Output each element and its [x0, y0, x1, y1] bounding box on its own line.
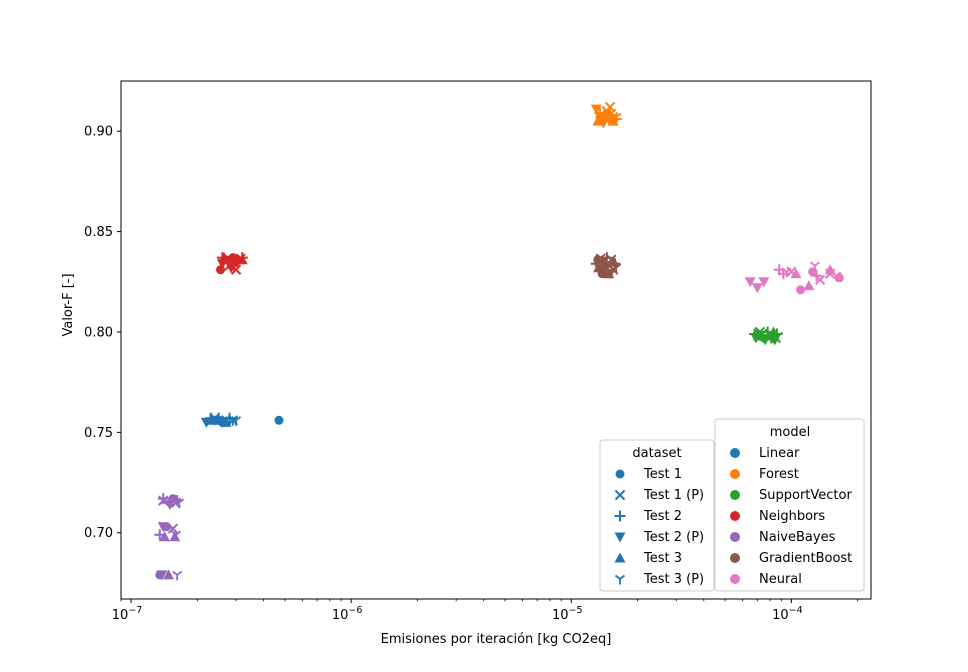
data-point-gradientboost-tri-down — [611, 263, 622, 274]
legend-label: Test 2 (P) — [643, 530, 704, 545]
data-point-supportvector-tri-down — [766, 333, 777, 344]
data-point-neighbors-triangle-up — [236, 254, 248, 265]
data-point-linear-triangle-up — [213, 414, 225, 425]
y-axis-label: Valor-F [-] — [61, 273, 76, 336]
legend-label: Test 1 (P) — [643, 488, 704, 503]
legend-frame — [599, 439, 715, 592]
legends: dataset Test 1 Test 1 (P) Test 2 Test 2 (P) T… — [599, 418, 865, 592]
y-tick-label: 0.85 — [84, 225, 113, 240]
legend-marker-neural — [730, 574, 740, 584]
data-point-neighbors-triangle-up — [218, 252, 230, 263]
data-point-neural-triangle-down — [751, 283, 763, 294]
data-point-neighbors-tri-down — [235, 253, 246, 264]
data-point-neural-circle — [795, 285, 805, 295]
y-tick-label: 0.80 — [84, 325, 113, 340]
data-point-forest-triangle-up — [599, 107, 611, 118]
data-point-naivebayes-triangle-down — [157, 522, 169, 533]
legend-marker-linear — [730, 448, 740, 458]
data-point-neural-triangle-down — [758, 277, 770, 288]
data-point-neural-triangle-down — [744, 277, 756, 288]
legend-label: Test 1 — [643, 467, 682, 482]
legend-label: Linear — [759, 446, 800, 461]
data-points — [154, 101, 844, 581]
data-point-neighbors-tri-down — [231, 257, 242, 268]
legend-label: Test 2 — [643, 509, 682, 524]
y-tick-label: 0.90 — [84, 125, 113, 140]
data-point-naivebayes-tri-down — [173, 498, 184, 509]
data-point-naivebayes-x — [167, 523, 179, 534]
data-point-neural-triangle-up — [803, 280, 815, 291]
y-tick-label: 0.70 — [84, 526, 113, 541]
data-point-naivebayes-triangle-down — [164, 500, 176, 511]
data-point-neural-tri-down — [831, 271, 842, 282]
y-tick-label: 0.75 — [84, 426, 113, 441]
legend-label: Forest — [759, 467, 799, 482]
legend-frame — [714, 418, 865, 592]
legend-marker-neighbors — [730, 511, 740, 521]
data-point-naivebayes-triangle-up — [163, 569, 175, 580]
data-point-neural-triangle-up — [824, 264, 836, 275]
legend-model: model Linear Forest SupportVector Neighbors N… — [714, 418, 865, 592]
data-point-linear-tri-down — [231, 416, 242, 426]
legend-title: dataset — [632, 446, 681, 461]
data-point-naivebayes-triangle-down — [156, 570, 168, 581]
legend-marker-gradientboost — [730, 553, 740, 563]
legend-marker-triangle-up — [614, 552, 626, 563]
data-point-neural-triangle-up — [790, 268, 802, 279]
data-point-supportvector-tri-down — [773, 331, 784, 342]
data-point-naivebayes-triangle-up — [159, 531, 171, 542]
axes: 0.70 0.75 0.80 0.85 0.90 10−7 10−6 10−5 10−4 — [84, 80, 872, 623]
data-point-forest-tri-down — [611, 112, 622, 123]
data-point-linear-tri-down — [217, 416, 228, 426]
data-point-neural-plus — [810, 270, 822, 282]
data-point-neural-tri-down — [781, 267, 792, 278]
x-tick-label: 10−7 — [112, 605, 143, 623]
legend-dataset: dataset Test 1 Test 1 (P) Test 2 Test 2 (P) T… — [599, 439, 715, 592]
data-point-forest-triangle-up — [607, 115, 619, 126]
data-point-forest-tri-down — [606, 108, 617, 119]
plot-frame — [120, 80, 872, 600]
legend-marker-supportvector — [730, 490, 740, 500]
data-point-linear-triangle-up — [205, 414, 217, 425]
legend-label: GradientBoost — [759, 551, 852, 566]
data-point-gradientboost-triangle-up — [593, 262, 605, 273]
data-point-gradientboost-tri-down — [595, 253, 606, 264]
legend-label: SupportVector — [759, 488, 852, 503]
x-axis-label: Emisiones por iteración [kg CO2eq] — [381, 632, 612, 647]
data-point-supportvector-tri-down — [756, 329, 767, 340]
x-tick-label: 10−6 — [332, 605, 363, 623]
legend-marker-plus — [614, 510, 626, 522]
data-point-naivebayes-plus — [157, 493, 169, 505]
data-point-linear-circle — [274, 415, 284, 425]
data-point-forest-triangle-up — [592, 115, 604, 126]
legend-label: NaiveBayes — [759, 530, 836, 545]
data-point-naivebayes-triangle-up — [169, 531, 181, 542]
legend-marker-tri-down — [614, 574, 626, 585]
data-point-naivebayes-tri-down — [170, 530, 182, 541]
data-point-gradientboost-triangle-up — [603, 268, 615, 279]
legend-label: Neighbors — [759, 509, 825, 524]
x-tick-label: 10−5 — [552, 605, 583, 623]
data-point-forest-triangle-down — [590, 104, 602, 115]
x-tick-label: 10−4 — [772, 605, 803, 623]
legend-label: Test 3 (P) — [643, 572, 704, 587]
legend-marker-x — [614, 489, 626, 501]
data-point-neural-tri-down — [809, 261, 821, 272]
legend-marker-forest — [730, 469, 740, 479]
legend-marker-triangle-down — [614, 532, 626, 543]
data-point-gradientboost-tri-down — [602, 261, 613, 272]
legend-marker-circle — [615, 469, 625, 479]
legend-marker-naivebayes — [730, 532, 740, 542]
legend-label: Neural — [759, 572, 802, 587]
data-point-forest-tri-down — [597, 112, 608, 123]
legend-label: Test 3 — [643, 551, 682, 566]
legend-title: model — [770, 425, 810, 440]
data-point-naivebayes-tri-down — [172, 570, 183, 581]
